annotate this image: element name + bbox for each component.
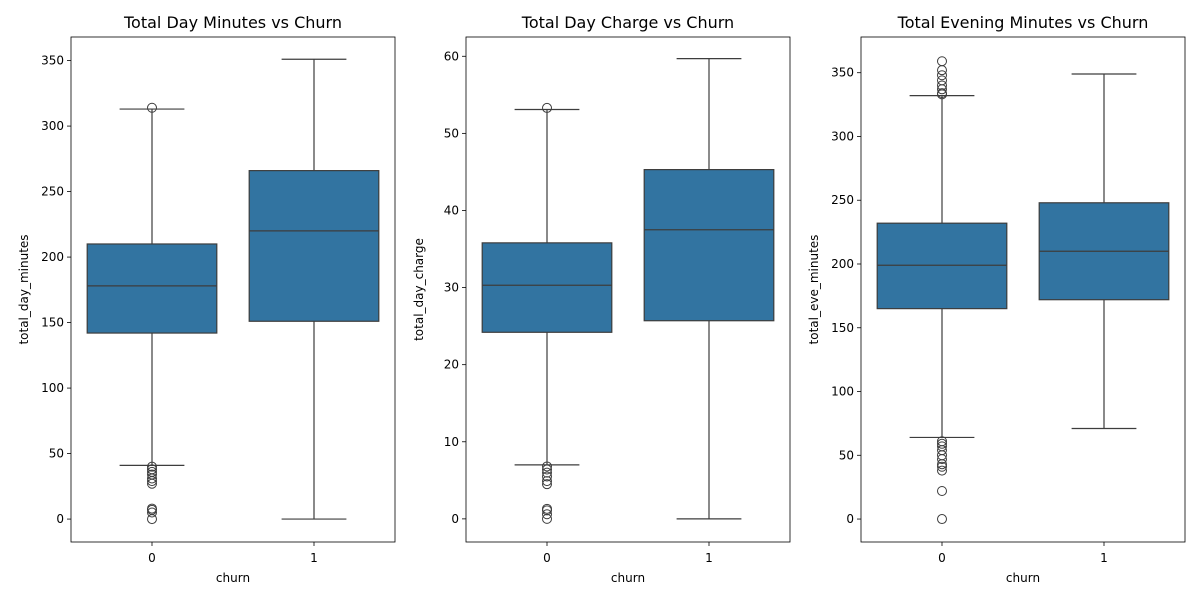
y-tick-label: 40 (444, 203, 459, 217)
outlier-point (542, 509, 552, 520)
outlier-point (542, 513, 552, 524)
outlier-point (147, 461, 157, 472)
y-tick-label: 300 (831, 129, 854, 143)
y-tick-label: 250 (41, 185, 64, 199)
y-tick-label: 350 (41, 54, 64, 68)
outlier-point (937, 461, 947, 472)
outlier-point (937, 56, 947, 67)
x-tick-label: 0 (543, 551, 551, 565)
x-tick-label: 0 (938, 551, 946, 565)
y-axis-label: total_eve_minutes (807, 235, 821, 345)
outlier-point (542, 102, 552, 113)
outlier-point (937, 454, 947, 465)
y-tick-label: 50 (839, 448, 854, 462)
y-tick-label: 10 (444, 435, 459, 449)
x-axis-label: churn (216, 571, 250, 585)
box-1 (643, 57, 775, 520)
y-tick-label: 200 (831, 257, 854, 271)
iqr-box (876, 222, 1008, 310)
x-tick-label: 1 (1100, 551, 1108, 565)
x-axis-label: churn (611, 571, 645, 585)
outlier-point (542, 476, 552, 487)
y-tick-label: 50 (444, 126, 459, 140)
box-0 (481, 102, 613, 524)
chart-panel-3: Total Evening Minutes vs Churn 0 50 100 150 2… (807, 13, 1186, 585)
y-tick-label: 300 (41, 119, 64, 133)
outlier-point (937, 459, 947, 470)
y-tick-label: 150 (831, 321, 854, 335)
x-tick-label: 0 (148, 551, 156, 565)
x-tick-label: 1 (310, 551, 318, 565)
y-tick-label: 100 (41, 381, 64, 395)
iqr-box (643, 169, 775, 322)
x-axis-label: churn (1006, 571, 1040, 585)
chart-title: Total Day Charge vs Churn (521, 13, 734, 32)
chart-title: Total Evening Minutes vs Churn (897, 13, 1149, 32)
x-tick-label: 1 (705, 551, 713, 565)
y-tick-label: 350 (831, 66, 854, 80)
box-1 (1038, 73, 1170, 430)
chart-title: Total Day Minutes vs Churn (123, 13, 342, 32)
outlier-point (937, 65, 947, 76)
y-tick-label: 20 (444, 358, 459, 372)
y-tick-label: 0 (56, 512, 64, 526)
plot-frame (860, 36, 1186, 543)
y-axis-label: total_day_charge (412, 238, 426, 341)
chart-panel-1: Total Day Minutes vs Churn 0 50 100 150 200 25… (17, 13, 396, 585)
y-tick-label: 0 (451, 512, 459, 526)
iqr-box (481, 242, 613, 333)
outlier-point (147, 473, 157, 484)
outlier-point (147, 478, 157, 489)
y-tick-label: 50 (49, 447, 64, 461)
outlier-point (542, 467, 552, 478)
outlier-point (147, 476, 157, 487)
y-tick-label: 250 (831, 193, 854, 207)
chart-panel-2: Total Day Charge vs Churn 0 10 20 30 40 50 60 0 1… (412, 13, 791, 585)
y-axis-label: total_day_minutes (17, 234, 31, 344)
outlier-point (542, 464, 552, 475)
box-0 (86, 102, 218, 525)
y-tick-label: 200 (41, 250, 64, 264)
outlier-point (147, 514, 157, 525)
outlier-point (937, 75, 947, 86)
outlier-point (147, 102, 157, 113)
outlier-point (937, 438, 947, 449)
box-1 (248, 58, 380, 520)
y-tick-label: 60 (444, 49, 459, 63)
outlier-point (937, 485, 947, 496)
y-tick-label: 150 (41, 316, 64, 330)
outlier-point (937, 465, 947, 476)
outlier-point (542, 471, 552, 482)
plot-frame (70, 36, 396, 543)
y-tick-label: 100 (831, 385, 854, 399)
outlier-point (542, 505, 552, 516)
outlier-point (147, 507, 157, 518)
outlier-point (937, 84, 947, 95)
plot-frame (465, 36, 791, 543)
iqr-box (86, 243, 218, 334)
outlier-point (937, 70, 947, 81)
outlier-point (542, 479, 552, 490)
outlier-point (937, 514, 947, 525)
y-tick-label: 0 (846, 512, 854, 526)
iqr-box (248, 170, 380, 322)
box-0 (876, 56, 1008, 525)
outlier-point (937, 89, 947, 100)
outlier-point (542, 461, 552, 472)
y-tick-label: 30 (444, 281, 459, 295)
